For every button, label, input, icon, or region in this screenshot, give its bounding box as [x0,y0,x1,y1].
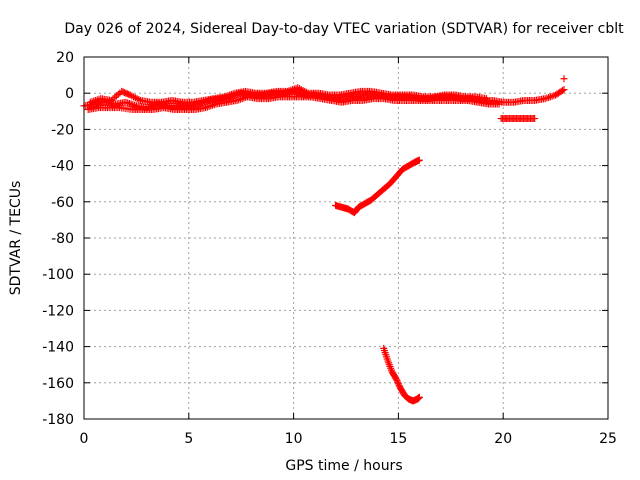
y-tick-label: -180 [42,412,74,428]
y-tick-label: -80 [51,231,74,247]
data-point [559,86,567,94]
data-point [495,100,503,108]
y-tick-label: -40 [51,159,74,175]
data-points [80,75,568,405]
data-point [125,99,133,107]
series-descending-arc [332,156,423,217]
series-lower-spread [84,93,503,113]
y-tick-label: 20 [56,50,74,66]
data-point [395,381,403,389]
series-upper-spread [86,84,490,106]
x-tick-label: 25 [599,431,617,447]
data-point [122,98,130,106]
data-point [393,377,401,385]
data-point [545,93,553,101]
y-tick-label: -160 [42,376,74,392]
series-deep-arc [380,344,423,405]
chart-title: Day 026 of 2024, Sidereal Day-to-day VTE… [64,21,624,37]
data-point [392,375,400,383]
y-tick-label: -120 [42,303,74,319]
grid [84,57,608,419]
y-axis-label: SDTVAR / TECUs [8,181,24,296]
y-tick-label: 0 [65,86,74,102]
axis-ticks: 0 5 10 15 20 25 20 0 -20 -40 -60 -80 -100 -120 -140 -16… [42,50,617,447]
x-tick-label: 15 [389,431,407,447]
data-point [415,393,423,401]
data-point [560,75,568,83]
y-tick-label: -20 [51,122,74,138]
data-point [394,380,402,388]
x-tick-label: 20 [494,431,512,447]
y-tick-label: -100 [42,267,74,283]
data-point [560,86,568,94]
data-point [124,99,132,107]
data-point [125,90,133,98]
data-point [543,94,551,102]
x-axis-label: GPS time / hours [285,458,402,474]
data-point [546,93,554,101]
x-tick-label: 0 [80,431,89,447]
series-outlier [560,75,568,83]
data-point [541,95,549,103]
data-point [415,156,423,164]
x-tick-label: 5 [184,431,193,447]
x-tick-label: 10 [285,431,303,447]
data-point [394,378,402,386]
series-offset-segment [497,115,539,123]
y-tick-label: -140 [42,340,74,356]
y-tick-label: -60 [51,195,74,211]
data-point [531,115,539,123]
